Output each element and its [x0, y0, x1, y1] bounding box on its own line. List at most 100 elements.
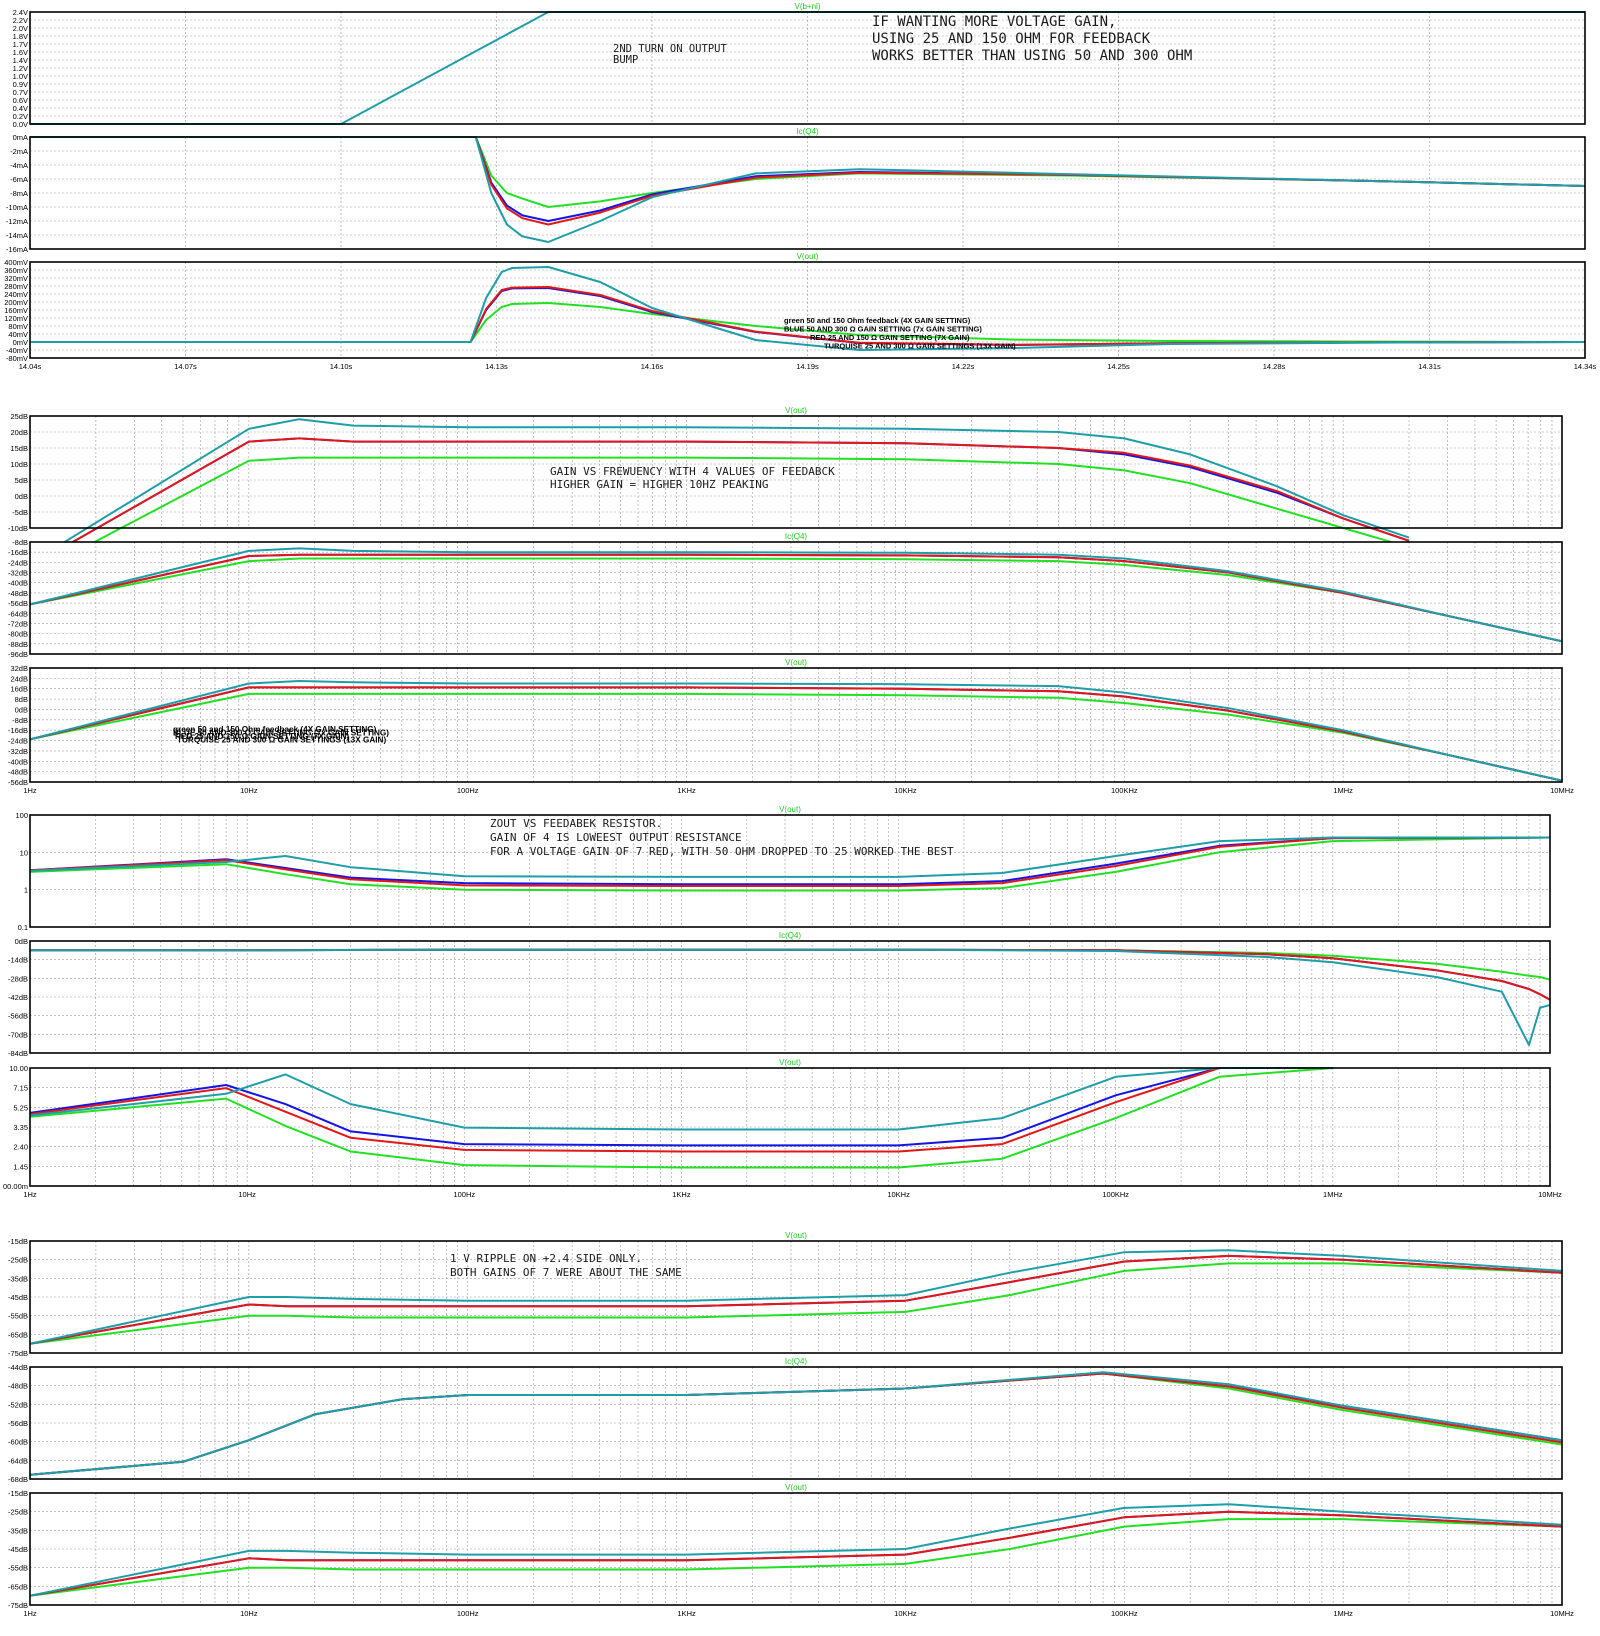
x-tick-label: 14.07s: [174, 362, 197, 371]
trace-green[interactable]: [29, 1518, 1563, 1597]
trace-green[interactable]: [29, 836, 1551, 892]
y-tick-label: -15dB: [8, 1237, 28, 1246]
plot-annotation: ZOUT VS FEEDABEK RESISTOR.: [490, 817, 662, 830]
grid-lines: [29, 11, 1586, 125]
trace-turquoise[interactable]: [29, 1503, 1563, 1597]
trace-turquoise[interactable]: [30, 948, 1551, 1046]
plot-frame: [29, 541, 1563, 655]
traces: [30, 136, 1586, 243]
plot-pane-11: -75dB -65dB -55dB -45dB -35dB -25dB -15dB V(out…: [8, 1483, 1574, 1618]
trace-red[interactable]: [30, 286, 1586, 346]
traces: [29, 1371, 1563, 1476]
y-tick-label: 1.6V: [13, 48, 28, 57]
trace-red[interactable]: [29, 553, 1563, 643]
y-tick-label: 200mV: [4, 298, 28, 307]
y-tick-label: 0dB: [15, 492, 28, 501]
trace-turquoise[interactable]: [29, 1371, 1563, 1476]
plot-pane-8: 00.00m 1.45 2.40 3.35 5.25 7.15 10.00 V(out) 1Hz…: [3, 1058, 1562, 1199]
plot-frame: [29, 1240, 1563, 1354]
y-tick-label: -32dB: [8, 569, 28, 578]
trace-green[interactable]: [30, 302, 1586, 343]
trace-expression-label: Ic(Q4): [785, 1357, 808, 1366]
series-note-red: RED 25 AND 150 Ω GAIN SETTING (7X GAIN): [175, 732, 349, 741]
trace-expression-label: V(out): [797, 252, 819, 261]
trace-green[interactable]: [29, 456, 1410, 577]
y-tick-label: -24dB: [8, 558, 28, 567]
y-tick-label: -65dB: [8, 1330, 28, 1339]
y-tick-label: -80dB: [8, 630, 28, 639]
series-note-blue: BLUE 50 AND 300 Ω GAIN SETTING (7x GAIN …: [784, 325, 982, 334]
y-tick-label: 7.15: [13, 1084, 28, 1093]
trace-turquoise[interactable]: [29, 547, 1563, 643]
trace-turquoise[interactable]: [29, 680, 1563, 782]
trace-red[interactable]: [29, 437, 1410, 568]
trace-expression-label: V(out): [785, 406, 807, 415]
series-note-green: green 50 and 150 Ohm feedback (4X GAIN S…: [784, 316, 971, 325]
trace-red[interactable]: [29, 1510, 1563, 1597]
y-tick-label: 320mV: [4, 274, 28, 283]
trace-red[interactable]: [29, 1067, 1333, 1153]
y-tick-label: -16mA: [6, 245, 28, 254]
trace-green[interactable]: [29, 692, 1563, 782]
trace-blue[interactable]: [29, 1067, 1333, 1147]
plot-frame: [29, 1492, 1563, 1606]
trace-turquoise[interactable]: [29, 418, 1410, 565]
y-tick-label: -32dB: [8, 747, 28, 756]
plot-frame: [29, 1366, 1563, 1480]
plot-pane-4: -96dB-88dB-80dB -72dB-64dB-56dB-48dB-40dB…: [8, 532, 1563, 659]
traces: [29, 680, 1563, 782]
x-tick-label: 14.22s: [952, 362, 975, 371]
trace-turquoise[interactable]: [30, 136, 1586, 243]
plot-pane-5: -56dB-48dB -40dB-32dB-24dB -16dB-8dB 0dB8dB…: [8, 658, 1574, 795]
trace-expression-label: V(out): [779, 1058, 801, 1067]
y-tick-label: 2.2V: [13, 16, 28, 25]
series-note-turquoise: TURQUISE 25 AND 300 Ω GAIN SETTINGS (13X…: [177, 736, 386, 745]
trace-green[interactable]: [29, 1262, 1563, 1345]
y-tick-label: -44dB: [8, 1363, 28, 1372]
x-tick-label: 100KHz: [1111, 786, 1138, 795]
y-tick-label: -75dB: [8, 1601, 28, 1610]
trace-turquoise[interactable]: [29, 836, 1550, 878]
x-tick-label: 14.25s: [1107, 362, 1130, 371]
y-tick-label: -40dB: [8, 757, 28, 766]
plot-area: [30, 542, 1562, 654]
x-tick-label: 14.13s: [485, 362, 508, 371]
x-tick-label: 14.04s: [19, 362, 42, 371]
x-tick-label: 10Hz: [240, 786, 258, 795]
plot-annotation: FOR A VOLTAGE GAIN OF 7 RED, WITH 50 OHM…: [490, 845, 954, 858]
trace-green[interactable]: [29, 1067, 1333, 1169]
y-tick-label: 15dB: [10, 444, 28, 453]
y-tick-label: -12mA: [6, 217, 28, 226]
x-tick-label: 1MHz: [1333, 786, 1353, 795]
x-tick-label: 14.10s: [330, 362, 353, 371]
y-tick-label: 20dB: [10, 428, 28, 437]
plot-frame: [29, 261, 1586, 359]
x-tick-label: 10MHz: [1550, 1609, 1574, 1618]
y-tick-label: 25dB: [10, 412, 28, 421]
x-tick-label: 1MHz: [1323, 1190, 1343, 1199]
y-tick-label: 1: [24, 886, 28, 895]
plot-frame: [29, 1067, 1551, 1187]
trace-red[interactable]: [29, 1254, 1563, 1345]
y-tick-label: -64dB: [8, 609, 28, 618]
trace-turquoise[interactable]: [30, 266, 1586, 351]
plot-annotation: USING 25 AND 150 OHM FOR FEEDBACK: [872, 31, 1151, 47]
trace-red[interactable]: [29, 686, 1563, 782]
series-note-red: RED 25 AND 150 Ω GAIN SETTING (7X GAIN): [810, 333, 970, 342]
trace-expression-label: Ic(Q4): [779, 931, 802, 940]
plot-frame: [29, 667, 1563, 783]
trace-turquoise[interactable]: [29, 1249, 1563, 1345]
y-tick-label: 2.4V: [13, 8, 28, 17]
y-tick-label: 0.7V: [13, 88, 28, 97]
plot-frame: [29, 940, 1551, 1054]
y-tick-label: -40dB: [8, 579, 28, 588]
y-tick-label: 80mV: [8, 322, 28, 331]
y-tick-label: -42dB: [8, 993, 28, 1002]
y-tick-label: 2.0V: [13, 24, 28, 33]
trace-turquoise[interactable]: [29, 1067, 1333, 1131]
y-tick-label: -68dB: [8, 1475, 28, 1484]
trace-red[interactable]: [29, 836, 1551, 887]
x-tick-label: 10KHz: [887, 1190, 910, 1199]
plot-pane-3: -10dB -5dB 0dB 5dB 10dB 15dB 20dB 25dB V(out) GAI…: [8, 406, 1563, 577]
y-tick-label: -55dB: [8, 1312, 28, 1321]
